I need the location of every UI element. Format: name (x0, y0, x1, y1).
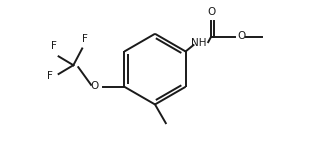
Text: F: F (82, 34, 88, 43)
Text: F: F (47, 71, 53, 81)
Text: F: F (51, 42, 57, 51)
Text: O: O (238, 31, 246, 41)
Text: O: O (91, 81, 99, 91)
Text: O: O (207, 6, 215, 16)
Text: NH: NH (191, 38, 206, 48)
